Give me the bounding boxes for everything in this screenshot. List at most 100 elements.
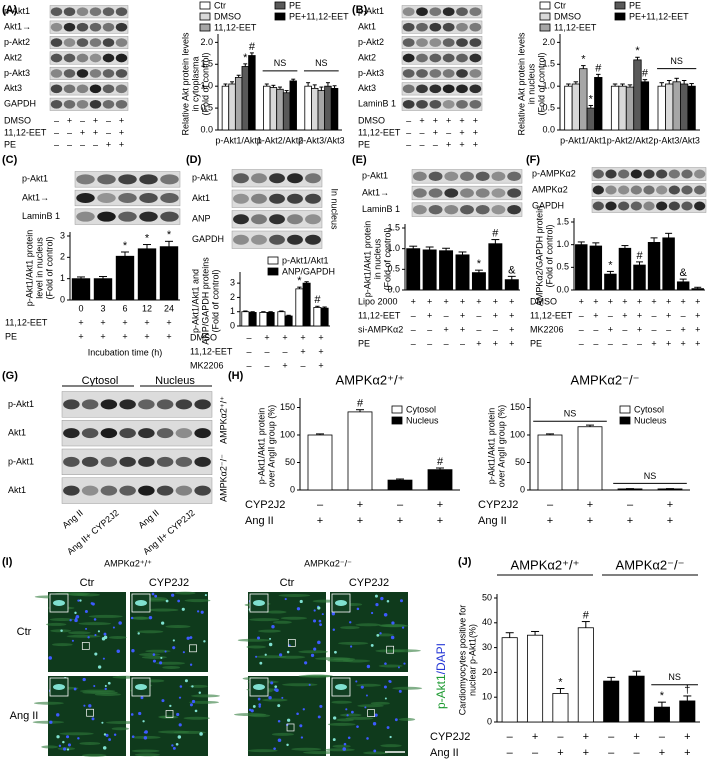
blot-header: Nucleus bbox=[155, 375, 195, 387]
nucleus-dot bbox=[364, 706, 367, 709]
nucleus-dot bbox=[105, 733, 109, 737]
column-label: CYP2J2 bbox=[149, 577, 189, 589]
x-tick-label: 6 bbox=[122, 303, 127, 313]
condition-value: – bbox=[80, 139, 85, 149]
blot-band bbox=[76, 99, 89, 109]
blot-band bbox=[287, 234, 303, 245]
bar bbox=[577, 627, 594, 723]
nucleus-dot bbox=[171, 593, 175, 597]
condition-value: + bbox=[476, 296, 481, 306]
blot-band bbox=[156, 428, 174, 439]
condition-value: – bbox=[246, 360, 251, 370]
nucleus-dot bbox=[104, 684, 107, 687]
blot-band bbox=[233, 173, 249, 184]
fiber bbox=[247, 749, 278, 753]
inset-cell bbox=[253, 600, 265, 606]
y-tick-label: 0 bbox=[487, 716, 492, 726]
y-tick-label: 0 bbox=[60, 294, 65, 304]
blot-band bbox=[115, 22, 128, 32]
bar bbox=[687, 85, 696, 131]
y-axis-label: p-Akt1/Akt1 protein bbox=[362, 221, 372, 298]
fiber bbox=[336, 718, 354, 722]
condition-value: + bbox=[532, 731, 538, 743]
blot-row-label: GAPDH bbox=[4, 99, 36, 109]
blot-band bbox=[681, 169, 693, 179]
bar bbox=[665, 83, 674, 131]
condition-value: + bbox=[427, 296, 432, 306]
condition-value: – bbox=[397, 499, 404, 511]
nucleus-dot bbox=[386, 600, 390, 603]
blot-band bbox=[76, 7, 89, 17]
blot-band bbox=[416, 22, 428, 32]
condition-value: – bbox=[593, 338, 598, 348]
nucleus-dot bbox=[258, 705, 261, 708]
blot-band bbox=[102, 38, 115, 47]
bracket-label: NS bbox=[668, 672, 681, 682]
panel-letter: (G) bbox=[2, 370, 18, 382]
blot-band bbox=[681, 185, 693, 195]
bar bbox=[427, 469, 453, 491]
nucleus-dot bbox=[159, 661, 163, 665]
blot-band bbox=[89, 7, 102, 17]
condition-value: + bbox=[593, 310, 598, 320]
condition-value: – bbox=[264, 346, 269, 356]
blot-band bbox=[416, 69, 428, 78]
fiber bbox=[340, 626, 360, 630]
fiber bbox=[356, 683, 381, 687]
condition-value: + bbox=[587, 515, 593, 527]
blot-band bbox=[119, 456, 136, 467]
y-tick-label: 0.5 bbox=[542, 102, 555, 112]
blot-band bbox=[507, 171, 522, 181]
nucleus-dot bbox=[296, 712, 299, 716]
blot-band bbox=[139, 211, 158, 222]
nucleus-dot bbox=[93, 618, 97, 621]
bar bbox=[625, 86, 635, 131]
condition-value: – bbox=[579, 338, 584, 348]
condition-value: + bbox=[446, 115, 451, 125]
panel-letter: (D) bbox=[186, 154, 202, 166]
blot-band bbox=[460, 188, 474, 198]
significance-mark: & bbox=[508, 264, 516, 276]
significance-mark: * bbox=[477, 258, 482, 270]
fiber bbox=[108, 635, 127, 639]
bar bbox=[330, 87, 339, 131]
nucleus-dot bbox=[255, 655, 258, 658]
blot-band bbox=[416, 84, 428, 94]
y-axis-label: p-Akt1/Akt1 protein bbox=[24, 230, 34, 307]
nucleus-dot bbox=[287, 718, 291, 722]
condition-label: 11,12-EET bbox=[530, 310, 573, 320]
condition-label: DMSO bbox=[358, 115, 385, 125]
bar bbox=[594, 77, 603, 131]
blot-band bbox=[442, 99, 455, 109]
blot-row-label: Akt1 bbox=[192, 193, 210, 203]
fiber bbox=[57, 747, 76, 751]
legend-swatch bbox=[539, 23, 551, 32]
nucleus-dot bbox=[189, 663, 193, 666]
nucleus-dot bbox=[386, 726, 390, 729]
nucleus-dot bbox=[274, 688, 278, 692]
fiber bbox=[357, 704, 384, 708]
blot-row-label: GAPDH bbox=[192, 234, 224, 244]
nucleus-dot bbox=[384, 697, 387, 700]
condition-value: + bbox=[93, 127, 98, 137]
nucleus-dot bbox=[372, 722, 377, 726]
legend-label: Ctr bbox=[214, 0, 226, 10]
stain-blue: /DAPI bbox=[434, 643, 448, 674]
blot-band bbox=[76, 193, 95, 203]
nucleus-dot bbox=[186, 636, 190, 640]
zoom-box bbox=[165, 710, 174, 718]
panel-letter: (B) bbox=[352, 4, 368, 16]
y-tick-label: 0.5 bbox=[387, 264, 400, 274]
bar bbox=[263, 85, 271, 131]
bar bbox=[266, 312, 275, 327]
nucleus-dot bbox=[152, 659, 156, 663]
nucleus-dot bbox=[286, 650, 290, 654]
blot-band bbox=[412, 171, 427, 181]
condition-value: + bbox=[100, 331, 105, 341]
blot-band bbox=[175, 456, 193, 467]
nucleus-dot bbox=[93, 684, 96, 688]
y-tick-label: 0.5 bbox=[556, 262, 569, 272]
blot-row-label: Akt3 bbox=[4, 83, 22, 93]
column-label: Ctr bbox=[80, 577, 95, 589]
condition-value: – bbox=[608, 310, 613, 320]
